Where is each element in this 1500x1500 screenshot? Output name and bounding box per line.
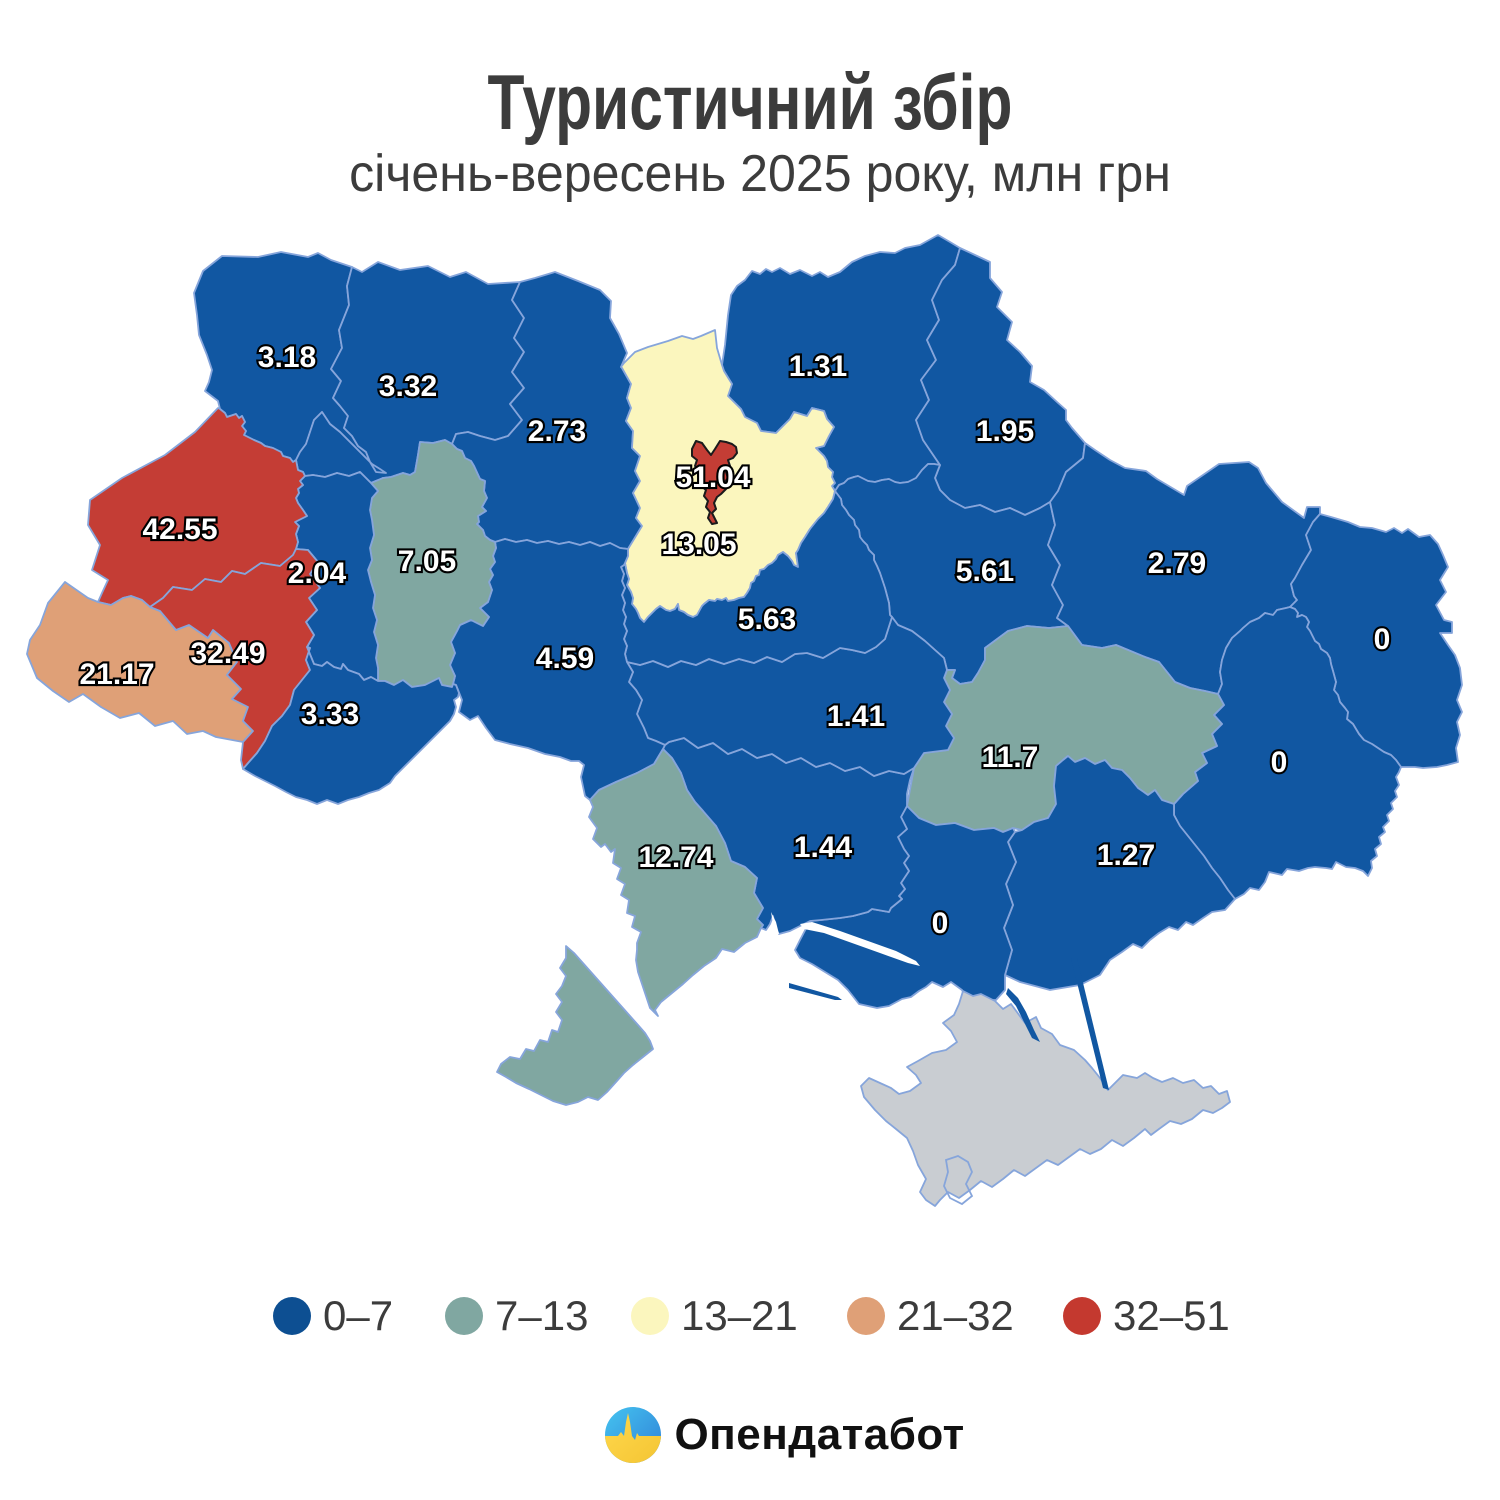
svg-text:2.73: 2.73 <box>528 415 586 448</box>
svg-text:1.27: 1.27 <box>1097 839 1155 872</box>
svg-text:4.59: 4.59 <box>536 642 594 675</box>
svg-text:3.18: 3.18 <box>258 341 316 374</box>
svg-text:1.44: 1.44 <box>794 831 853 864</box>
svg-text:3.32: 3.32 <box>379 370 437 403</box>
svg-text:1.95: 1.95 <box>976 415 1034 448</box>
svg-text:7.05: 7.05 <box>398 545 456 578</box>
svg-text:3.33: 3.33 <box>301 698 359 731</box>
svg-text:2.04: 2.04 <box>288 557 347 590</box>
svg-text:11.7: 11.7 <box>982 741 1039 774</box>
svg-text:5.61: 5.61 <box>956 555 1014 588</box>
svg-text:51.04: 51.04 <box>675 461 750 494</box>
svg-text:42.55: 42.55 <box>142 513 217 546</box>
svg-text:0: 0 <box>1374 623 1391 656</box>
svg-text:2.79: 2.79 <box>1148 547 1206 580</box>
svg-text:21.17: 21.17 <box>79 658 154 691</box>
svg-text:1.31: 1.31 <box>789 350 847 383</box>
svg-text:12.74: 12.74 <box>638 841 713 874</box>
svg-text:0: 0 <box>932 907 949 940</box>
svg-text:13.05: 13.05 <box>661 528 736 561</box>
svg-text:32.49: 32.49 <box>190 637 265 670</box>
svg-text:5.63: 5.63 <box>738 603 796 636</box>
svg-text:0: 0 <box>1271 746 1288 779</box>
svg-text:1.41: 1.41 <box>827 700 885 733</box>
